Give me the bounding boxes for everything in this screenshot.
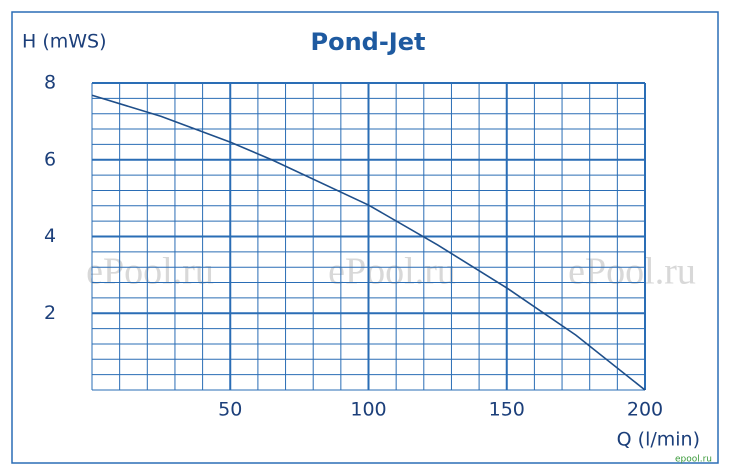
watermark: ePool.ru [86,251,214,293]
stamp: epool.ru [675,455,712,465]
x-tick-label: 150 [489,399,525,421]
x-tick-label: 100 [350,399,386,421]
y-tick-label: 8 [44,72,56,94]
x-tick-label: 200 [627,399,663,421]
watermark: ePool.ru [328,251,456,293]
x-tick-label: 50 [218,399,242,421]
y-tick-label: 6 [44,148,56,170]
y-axis-label: H (mWS) [22,31,107,53]
y-tick-label: 4 [44,225,56,247]
watermark: ePool.ru [568,251,696,293]
x-axis-label: Q (l/min) [617,429,700,451]
chart-title: Pond-Jet [311,28,426,56]
y-tick-label: 2 [44,302,56,324]
curve [91,94,646,391]
